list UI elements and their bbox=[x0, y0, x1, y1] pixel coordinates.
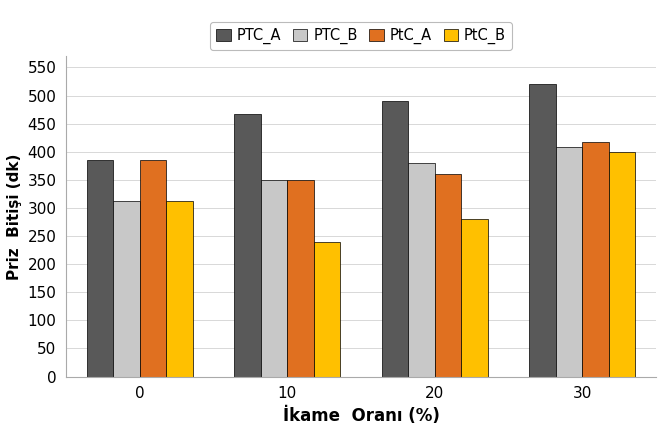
Bar bbox=[261, 180, 287, 377]
Bar bbox=[609, 152, 635, 377]
Bar bbox=[435, 174, 461, 377]
Bar bbox=[314, 241, 341, 377]
Bar bbox=[529, 84, 556, 377]
Bar bbox=[87, 160, 113, 377]
Bar bbox=[140, 160, 166, 377]
Bar bbox=[582, 142, 609, 377]
Bar bbox=[461, 219, 488, 377]
Legend: PTC_A, PTC_B, PtC_A, PtC_B: PTC_A, PTC_B, PtC_A, PtC_B bbox=[210, 22, 512, 50]
Bar bbox=[234, 114, 261, 377]
Bar bbox=[382, 101, 408, 377]
Y-axis label: Priz  Bitişi (dk): Priz Bitişi (dk) bbox=[7, 153, 22, 280]
Bar bbox=[166, 201, 193, 377]
Bar bbox=[113, 201, 140, 377]
X-axis label: İkame  Oranı (%): İkame Oranı (%) bbox=[282, 407, 440, 425]
Bar bbox=[556, 147, 582, 377]
Bar bbox=[287, 180, 314, 377]
Bar bbox=[408, 163, 435, 377]
